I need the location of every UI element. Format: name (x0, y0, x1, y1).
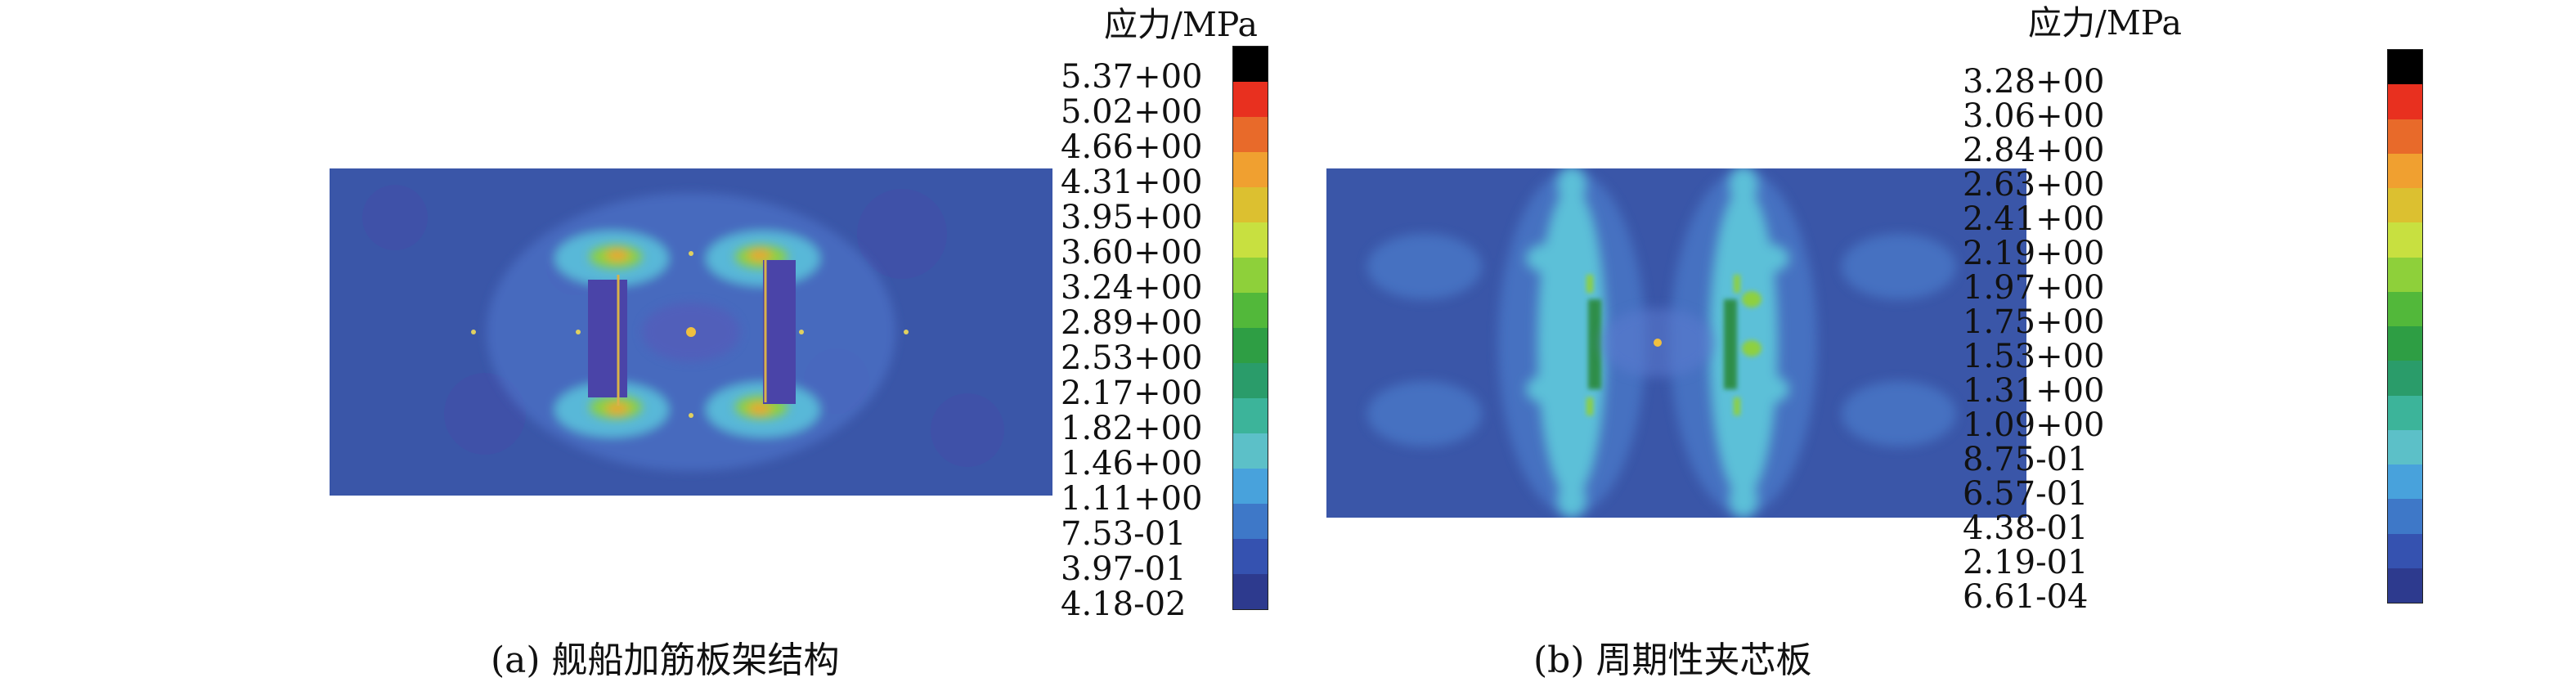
panel-a: 应力/MPa 5.37+00 5.02+00 4.66+00 4.31+00 3… (330, 0, 1288, 681)
legend-swatch (2388, 153, 2422, 188)
legend-swatch (2388, 464, 2422, 500)
legend-value-label: 2.19+00 (1963, 235, 2105, 272)
legend-swatch (2388, 361, 2422, 396)
legend-value-label: 3.95+00 (1061, 199, 1203, 236)
legend-swatch (2388, 395, 2422, 430)
legend-swatch (1233, 398, 1268, 433)
legend-swatch (2388, 222, 2422, 258)
legend-swatch (2388, 50, 2422, 85)
legend-swatch (1233, 187, 1268, 222)
legend-swatch (2388, 188, 2422, 223)
legend-unit: 应力/MPa (2028, 3, 2182, 43)
legend-swatch (2388, 291, 2422, 326)
legend-swatch (1233, 222, 1268, 258)
legend-value-label: 4.31+00 (1061, 164, 1203, 201)
legend-value-label: 3.97-01 (1061, 550, 1187, 588)
legend-swatch (1233, 82, 1268, 117)
legend-value-label: 1.46+00 (1061, 445, 1203, 482)
legend-swatch (2388, 429, 2422, 464)
legend-unit: 应力/MPa (1104, 5, 1258, 44)
legend-value-label: 2.63+00 (1963, 166, 2105, 204)
legend-swatch (2388, 533, 2422, 568)
figure-caption-b: (b) 周期性夹芯板 (1533, 639, 1812, 681)
legend-swatch (1233, 363, 1268, 398)
legend-value-label: 2.89+00 (1061, 304, 1203, 342)
legend-value-label: 2.19-01 (1963, 544, 2089, 581)
legend-colorbar (1232, 46, 1268, 610)
stress-legend-a: 应力/MPa 5.37+00 5.02+00 4.66+00 4.31+00 3… (1059, 0, 1288, 621)
legend-swatch (2388, 84, 2422, 119)
legend-swatch (1233, 47, 1268, 82)
legend-value-label: 3.24+00 (1061, 269, 1203, 307)
legend-value-label: 2.41+00 (1963, 200, 2105, 238)
legend-value-label: 1.53+00 (1963, 338, 2105, 375)
legend-value-label: 2.17+00 (1061, 375, 1203, 412)
legend-value-label: 3.06+00 (1963, 97, 2105, 135)
legend-value-label: 3.28+00 (1963, 63, 2105, 101)
legend-swatch (2388, 326, 2422, 361)
legend-value-label: 4.38-01 (1963, 509, 2089, 547)
legend-value-label: 3.60+00 (1061, 234, 1203, 271)
legend-value-label: 2.53+00 (1061, 339, 1203, 377)
legend-swatch (1233, 539, 1268, 574)
legend-value-label: 8.75-01 (1963, 441, 2089, 478)
stiffened-plate-contour (330, 168, 1052, 496)
legend-swatch (1233, 574, 1268, 609)
legend-swatch (2388, 568, 2422, 603)
legend-value-label: 4.18-02 (1061, 586, 1187, 623)
legend-swatch (2388, 119, 2422, 154)
legend-value-label: 6.57-01 (1963, 475, 2089, 513)
legend-value-label: 1.31+00 (1963, 372, 2105, 410)
legend-value-label: 2.84+00 (1963, 132, 2105, 169)
legend-value-label: 5.02+00 (1061, 93, 1203, 131)
legend-value-label: 1.11+00 (1061, 480, 1203, 518)
legend-value-label: 1.97+00 (1963, 269, 2105, 307)
legend-colorbar (2387, 49, 2423, 604)
legend-swatch (1233, 469, 1268, 504)
legend-value-label: 1.82+00 (1061, 410, 1203, 447)
legend-value-label: 1.09+00 (1963, 406, 2105, 444)
panel-b: 应力/MPa 3.28+00 3.06+00 2.84+00 2.63+00 2… (1288, 0, 2576, 700)
legend-swatch (1233, 328, 1268, 363)
legend-swatch (1233, 117, 1268, 152)
legend-swatch (1233, 258, 1268, 293)
legend-value-label: 5.37+00 (1061, 58, 1203, 96)
legend-swatch (1233, 152, 1268, 187)
legend-value-label: 6.61-04 (1963, 578, 2089, 616)
legend-swatch (2388, 499, 2422, 534)
legend-value-label: 4.66+00 (1061, 128, 1203, 166)
legend-swatch (1233, 504, 1268, 539)
stress-legend-b: 应力/MPa 3.28+00 3.06+00 2.84+00 2.63+00 2… (1963, 0, 2423, 621)
sandwich-panel-contour (1326, 168, 2026, 518)
figure-caption-a: (a) 舰船加筋板架结构 (491, 639, 840, 681)
legend-swatch (1233, 433, 1268, 469)
legend-value-label: 7.53-01 (1061, 515, 1187, 553)
legend-swatch (2388, 257, 2422, 292)
legend-swatch (1233, 293, 1268, 328)
legend-value-label: 1.75+00 (1963, 303, 2105, 341)
